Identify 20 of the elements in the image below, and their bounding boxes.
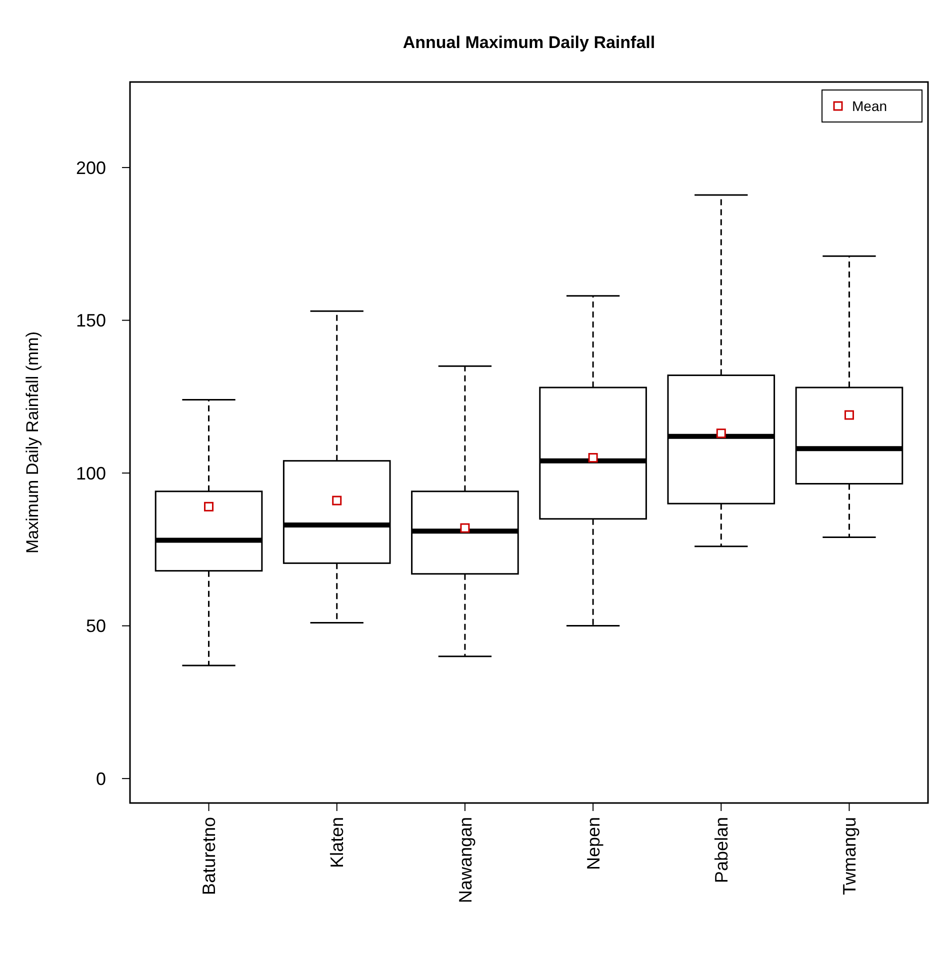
y-tick-label: 50 bbox=[86, 616, 106, 636]
point bbox=[332, 496, 342, 506]
y-tick-label: 100 bbox=[76, 463, 106, 484]
point bbox=[460, 523, 470, 533]
chart-title: Annual Maximum Daily Rainfall bbox=[402, 33, 656, 52]
legend-label: Mean bbox=[852, 98, 888, 114]
x-tick-label: Pabelan bbox=[711, 817, 732, 884]
y-tick-label: 200 bbox=[76, 158, 106, 178]
x-tick-label: Baturetno bbox=[199, 817, 220, 896]
point bbox=[844, 410, 854, 420]
x-tick-label: Klaten bbox=[327, 817, 348, 868]
y-tick-label: 150 bbox=[76, 310, 106, 331]
x-tick-label: Nepen bbox=[583, 817, 604, 870]
y-tick-label: 0 bbox=[96, 768, 106, 789]
point bbox=[588, 453, 598, 463]
x-tick-label: Twmangu bbox=[840, 817, 860, 896]
y-axis-title: Maximum Daily Rainfall (mm) bbox=[23, 332, 42, 554]
point bbox=[716, 428, 726, 438]
point bbox=[204, 502, 214, 512]
x-tick-label: Nawangan bbox=[455, 817, 476, 904]
